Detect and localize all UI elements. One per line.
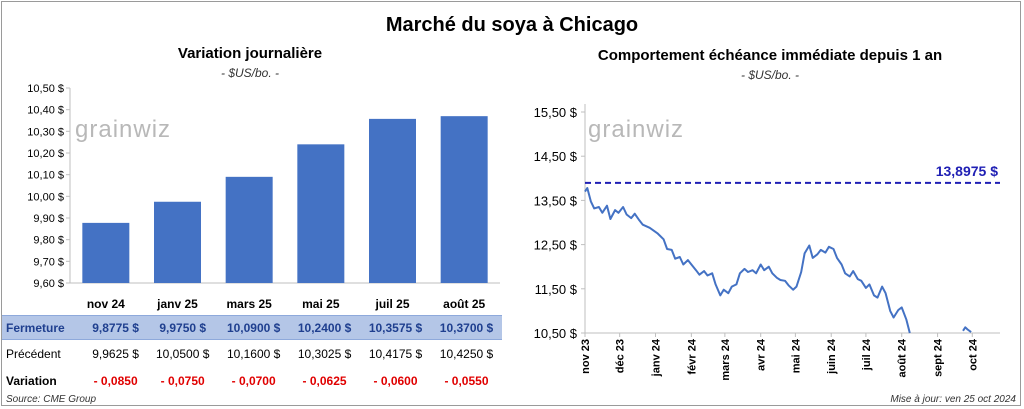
left-x-tick-label: mars 25 (226, 297, 272, 311)
left-y-tick-label: 9,80 $ (33, 235, 64, 247)
left-y-tick-label: 10,40 $ (27, 105, 64, 117)
right-x-tick-label: nov 23 (580, 339, 592, 374)
left-y-tick-label: 9,60 $ (33, 278, 64, 290)
table-cell: 10,0900 $ (218, 315, 290, 340)
right-x-tick-label: oct 24 (967, 338, 979, 371)
table-cell: - 0,0750 (160, 373, 205, 388)
left-x-tick-label: janv 25 (156, 297, 198, 311)
table-cell: - 0,0700 (231, 373, 276, 388)
left-x-tick-label: juil 25 (374, 297, 409, 311)
right-x-tick-label: sept 24 (933, 338, 945, 377)
right-chart-title: Comportement échéance immédiate depuis 1… (597, 47, 943, 64)
bar (154, 201, 201, 283)
right-x-tick-label: févr 24 (686, 338, 698, 374)
table-row: Précédent 9,9625 $ 10,0500 $ 10,1600 $ 10,30… (2, 340, 502, 368)
table-cell: 9,9750 $ (147, 315, 219, 340)
right-line-chart: 10,50 $ 11,50 $ 12,50 $ 13,50 $ 14,50 $ 15,50… (534, 104, 1000, 381)
right-x-tick-label: mars 24 (720, 338, 732, 380)
bar (225, 176, 273, 283)
right-y-tick-label: 10,50 $ (534, 326, 578, 341)
table-row: Fermeture 9,8775 $9,9750 $10,0900 $10,240… (2, 315, 502, 340)
table-cell: 10,4250 $ (439, 346, 494, 361)
right-y-tick-label: 14,50 $ (534, 149, 578, 164)
left-y-tick-label: 9,70 $ (33, 256, 64, 268)
right-x-tick-label: déc 23 (615, 339, 627, 373)
left-y-tick-label: 10,10 $ (27, 170, 64, 182)
table-row: Variation - 0,0850 - 0,0750 - 0,0700 - 0,062… (2, 367, 502, 394)
left-watermark-logo: grainwiz (75, 116, 172, 143)
table-cell: 10,0500 $ (156, 346, 210, 361)
left-y-tick-label: 10,50 $ (27, 83, 64, 95)
left-chart-unit: - $US/bo. - (220, 66, 280, 80)
table-cell: 10,1600 $ (226, 346, 281, 361)
table-cell: 10,4175 $ (368, 346, 423, 361)
left-x-tick-label: nov 24 (87, 297, 125, 311)
update-note: Mise à jour: ven 25 oct 2024 (890, 394, 1016, 405)
left-y-tick-label: 10,30 $ (27, 126, 64, 138)
right-x-tick-label: avr 24 (756, 338, 768, 371)
left-y-tick-label: 10,20 $ (27, 148, 64, 160)
table-cell: 10,2400 $ (289, 315, 361, 340)
right-x-tick-label: juil 24 (861, 338, 873, 371)
left-x-tick-label: mai 25 (302, 297, 340, 311)
table-cell: 10,3025 $ (297, 346, 352, 361)
main-title: Marché du soya à Chicago (385, 14, 639, 36)
right-watermark-logo: grainwiz (588, 116, 685, 143)
left-y-tick-label: 10,00 $ (27, 191, 64, 203)
price-series-line-1 (584, 187, 911, 334)
table-cell: 9,9625 $ (92, 346, 139, 361)
row-label: Variation (6, 373, 57, 388)
right-x-tick-label: août 24 (897, 338, 909, 377)
left-chart-title: Variation journalière (177, 45, 323, 62)
right-y-tick-label: 12,50 $ (534, 238, 578, 253)
bar (440, 116, 488, 284)
table-cell: - 0,0550 (444, 373, 489, 388)
bar (369, 118, 416, 283)
reference-line-label: 13,8975 $ (936, 163, 998, 179)
contracts-table: Fermeture 9,8775 $9,9750 $10,0900 $10,240… (2, 315, 502, 394)
right-x-tick-label: mai 24 (790, 338, 802, 373)
table-cell: - 0,0625 (302, 373, 347, 388)
bar (297, 144, 345, 283)
table-cell: 10,3700 $ (430, 315, 502, 340)
table-cell: 9,8775 $ (84, 315, 148, 340)
table-cell: 10,3575 $ (360, 315, 431, 340)
left-bar-chart: 9,60 $ 9,70 $ 9,80 $ 9,90 $ 10,00 $ 10,10 $ 10… (27, 83, 500, 311)
row-label: Fermeture (2, 315, 84, 340)
source-note: Source: CME Group (6, 394, 97, 405)
right-y-tick-label: 15,50 $ (534, 105, 578, 120)
left-y-tick-label: 9,90 $ (33, 213, 64, 225)
right-y-tick-label: 13,50 $ (534, 193, 578, 208)
right-chart-unit: - $US/bo. - (740, 68, 800, 82)
right-x-tick-label: juin 24 (826, 338, 838, 375)
table-cell: - 0,0600 (373, 373, 418, 388)
right-y-tick-label: 11,50 $ (535, 282, 578, 297)
right-x-tick-label: janv 24 (651, 338, 663, 377)
table-cell: - 0,0850 (93, 373, 138, 388)
price-series-line-2 (962, 326, 972, 333)
bar (82, 222, 130, 283)
row-label: Précédent (6, 346, 61, 361)
left-x-tick-label: août 25 (443, 297, 485, 311)
